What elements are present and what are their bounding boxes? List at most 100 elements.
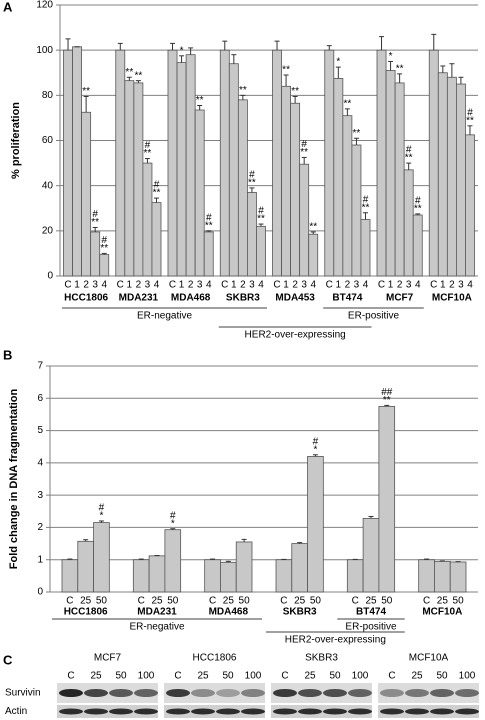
- x-tick-label: 1: [388, 280, 394, 291]
- significance-mark: **: [205, 220, 213, 231]
- bar: [376, 49, 387, 277]
- blot-band: [59, 708, 83, 715]
- significance-mark: #: [313, 436, 319, 447]
- significance-mark: **: [353, 128, 361, 139]
- x-tick-label: 3: [406, 280, 412, 291]
- blot-band: [380, 689, 404, 697]
- blot-band: [166, 689, 190, 697]
- bar: [281, 85, 291, 277]
- lane-label: 50: [329, 671, 341, 682]
- significance-mark: **: [291, 86, 299, 97]
- y-tick-label: 2: [37, 522, 43, 533]
- x-tick-label: 4: [310, 280, 316, 291]
- blot-band: [298, 689, 322, 697]
- lane-label: 25: [304, 671, 316, 682]
- lane-label: C: [67, 671, 74, 682]
- significance-mark: **: [396, 64, 404, 75]
- cell-line-label: MCF7: [94, 653, 122, 664]
- x-tick-label: 2: [449, 280, 455, 291]
- x-tick-label: 4: [154, 280, 160, 291]
- significance-mark: **: [300, 147, 308, 158]
- blot-band: [241, 708, 265, 715]
- significance-mark: **: [125, 67, 133, 78]
- x-tick-label: 4: [467, 280, 473, 291]
- significance-mark: **: [91, 217, 99, 228]
- x-tick-label: C: [430, 280, 437, 291]
- y-tick-label: 4: [37, 457, 43, 468]
- bar: [385, 70, 396, 277]
- significance-mark: #: [170, 510, 176, 521]
- significance-mark: **: [405, 153, 413, 164]
- blot-band: [455, 708, 479, 715]
- bar: [362, 517, 380, 593]
- x-tick-label: 2: [240, 280, 246, 291]
- blot-strip: [164, 683, 265, 703]
- y-tick-label: 0: [37, 587, 43, 598]
- significance-mark: *: [313, 444, 317, 455]
- group-label: BT474: [356, 607, 386, 618]
- blot-band: [323, 708, 347, 715]
- bar: [228, 63, 239, 277]
- significance-mark: **: [248, 178, 256, 189]
- lane-label: 50: [222, 671, 234, 682]
- bar: [133, 82, 144, 277]
- bar: [446, 76, 457, 277]
- bar: [72, 46, 83, 277]
- significance-mark: **: [343, 99, 351, 110]
- blot-band: [191, 689, 215, 697]
- row-label: Survivin: [5, 688, 41, 699]
- x-tick-label: 25: [294, 596, 306, 607]
- significance-mark: **: [414, 204, 422, 215]
- x-tick-label: C: [326, 280, 333, 291]
- group-label: MDA468: [171, 293, 211, 304]
- bar: [204, 559, 221, 593]
- significance-mark: **: [100, 243, 108, 254]
- x-tick-label: 3: [197, 280, 203, 291]
- blot-band: [430, 689, 454, 697]
- bar: [124, 80, 135, 277]
- significance-mark: #: [467, 107, 473, 118]
- significance-mark: *: [171, 518, 175, 529]
- lane-label: C: [281, 671, 288, 682]
- blot-band: [273, 708, 297, 715]
- lane-label: 25: [197, 671, 209, 682]
- bar: [351, 144, 362, 277]
- panel-letter: A: [3, 0, 13, 14]
- x-tick-label: C: [280, 596, 287, 607]
- x-tick-label: 2: [292, 280, 298, 291]
- y-axis-label: Fold change in DNA fragmentation: [8, 388, 20, 569]
- blot-band: [241, 689, 265, 697]
- x-tick-label: 2: [188, 280, 194, 291]
- x-tick-label: 1: [127, 280, 133, 291]
- group-label: MCF7: [386, 293, 414, 304]
- bar: [81, 111, 92, 277]
- lane-label: 50: [436, 671, 448, 682]
- blot-band: [59, 689, 83, 697]
- significance-mark: #: [206, 212, 212, 223]
- bar: [333, 77, 344, 277]
- y-tick-label: 40: [42, 180, 54, 191]
- blot-band: [84, 708, 108, 715]
- x-tick-label: 3: [249, 280, 255, 291]
- x-tick-label: 1: [336, 280, 342, 291]
- significance-mark: #: [101, 235, 107, 246]
- group-label: MCF10A: [422, 607, 462, 618]
- x-tick-label: C: [378, 280, 385, 291]
- bar: [428, 49, 439, 277]
- x-tick-label: 2: [136, 280, 142, 291]
- bar: [418, 559, 435, 593]
- significance-mark: **: [239, 85, 247, 96]
- bar: [167, 49, 178, 277]
- group-label: MDA231: [137, 607, 177, 618]
- bracket-label: ER-positive: [348, 311, 400, 322]
- x-tick-label: 25: [365, 596, 377, 607]
- bar: [360, 219, 371, 277]
- blot-band: [405, 689, 429, 697]
- bar: [61, 559, 79, 593]
- bracket-label: ER-positive: [345, 622, 397, 633]
- bar: [403, 169, 414, 277]
- group-label: SKBR3: [226, 293, 260, 304]
- panel-letter: C: [3, 652, 13, 667]
- x-tick-label: 25: [151, 596, 163, 607]
